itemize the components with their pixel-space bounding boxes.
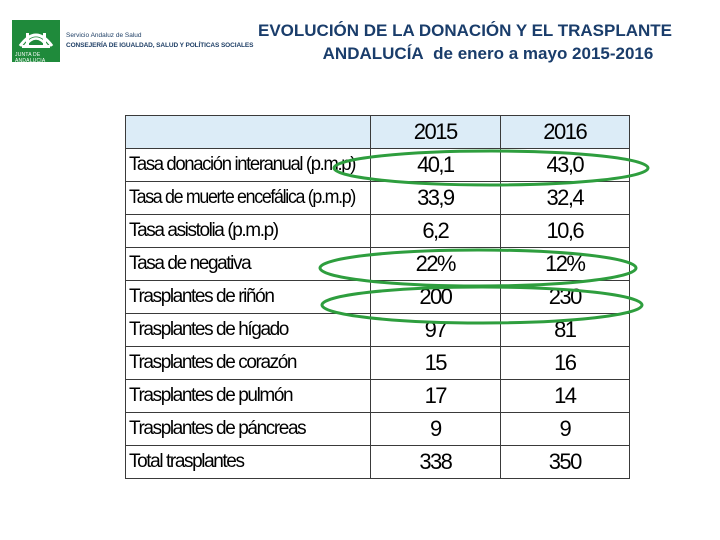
title-line-1: EVOLUCIÓN DE LA DONACIÓN Y EL TRASPLANTE xyxy=(257,21,673,40)
value-2016: 350 xyxy=(499,445,631,479)
value-2015: 17 xyxy=(370,379,501,413)
logo-line-2: CONSEJERÍA DE IGUALDAD, SALUD Y POLÍTICA… xyxy=(66,42,254,49)
value-2016: 14 xyxy=(499,379,631,413)
table-row: Trasplantes de hígado 97 81 xyxy=(124,313,631,347)
value-2016: 43,0 xyxy=(499,148,631,182)
logo-line-1: Servicio Andaluz de Salud xyxy=(66,32,142,39)
page-title: EVOLUCIÓN DE LA DONACIÓN Y EL TRASPLANTE… xyxy=(210,19,720,65)
table-row: Trasplantes de páncreas 9 9 xyxy=(124,412,631,446)
table-row: Tasa de negativa 22% 12% xyxy=(124,247,631,281)
row-label: Trasplantes de corazón xyxy=(124,346,372,380)
table-row: Total trasplantes 338 350 xyxy=(124,445,631,479)
header-blank-cell xyxy=(124,115,372,149)
value-2016: 9 xyxy=(499,412,631,446)
table-row: Trasplantes de corazón 15 16 xyxy=(124,346,631,380)
value-2016: 10,6 xyxy=(499,214,631,248)
value-2016: 81 xyxy=(499,313,631,347)
row-label: Tasa de negativa xyxy=(124,247,372,281)
title-line-2: ANDALUCÍA de enero a mayo 2015-2016 xyxy=(210,42,720,65)
header-2015: 2015 xyxy=(370,115,501,149)
table-row: Tasa donación interanual (p.m.p) 40,1 43… xyxy=(124,148,631,182)
value-2015: 22% xyxy=(370,247,501,281)
table-row: Tasa de muerte encefálica (p.m.p) 33,9 3… xyxy=(124,181,631,215)
donation-table: 2015 2016 Tasa donación interanual (p.m.… xyxy=(124,115,631,479)
value-2016: 16 xyxy=(499,346,631,380)
row-label: Trasplantes de hígado xyxy=(124,313,372,347)
value-2015: 97 xyxy=(370,313,501,347)
table-row: Trasplantes de riñón 200 230 xyxy=(124,280,631,314)
row-label: Trasplantes de páncreas xyxy=(124,412,372,446)
row-label: Trasplantes de pulmón xyxy=(124,379,372,413)
value-2015: 9 xyxy=(370,412,501,446)
title-period: de enero a mayo 2015-2016 xyxy=(433,44,654,63)
value-2016: 12% xyxy=(499,247,631,281)
logo-band-text: JUNTA DE ANDALUCIA xyxy=(15,52,46,64)
value-2015: 33,9 xyxy=(370,181,501,215)
table-row: Trasplantes de pulmón 17 14 xyxy=(124,379,631,413)
row-label: Tasa asistolia (p.m.p) xyxy=(124,214,372,248)
row-label: Tasa donación interanual (p.m.p) xyxy=(124,148,372,182)
junta-emblem-icon: JUNTA DE ANDALUCIA xyxy=(12,20,60,64)
title-region: ANDALUCÍA xyxy=(322,44,424,63)
row-label: Total trasplantes xyxy=(124,445,372,479)
value-2015: 200 xyxy=(370,280,501,314)
value-2015: 40,1 xyxy=(370,148,501,182)
row-label: Tasa de muerte encefálica (p.m.p) xyxy=(124,181,372,215)
table-row: Tasa asistolia (p.m.p) 6,2 10,6 xyxy=(124,214,631,248)
value-2015: 338 xyxy=(370,445,501,479)
junta-logo: JUNTA DE ANDALUCIA Servicio Andaluz de S… xyxy=(12,20,262,64)
header-2016: 2016 xyxy=(499,115,631,149)
table-header-row: 2015 2016 xyxy=(124,115,631,149)
row-label: Trasplantes de riñón xyxy=(124,280,372,314)
value-2016: 230 xyxy=(499,280,631,314)
value-2015: 6,2 xyxy=(370,214,501,248)
value-2016: 32,4 xyxy=(499,181,631,215)
value-2015: 15 xyxy=(370,346,501,380)
